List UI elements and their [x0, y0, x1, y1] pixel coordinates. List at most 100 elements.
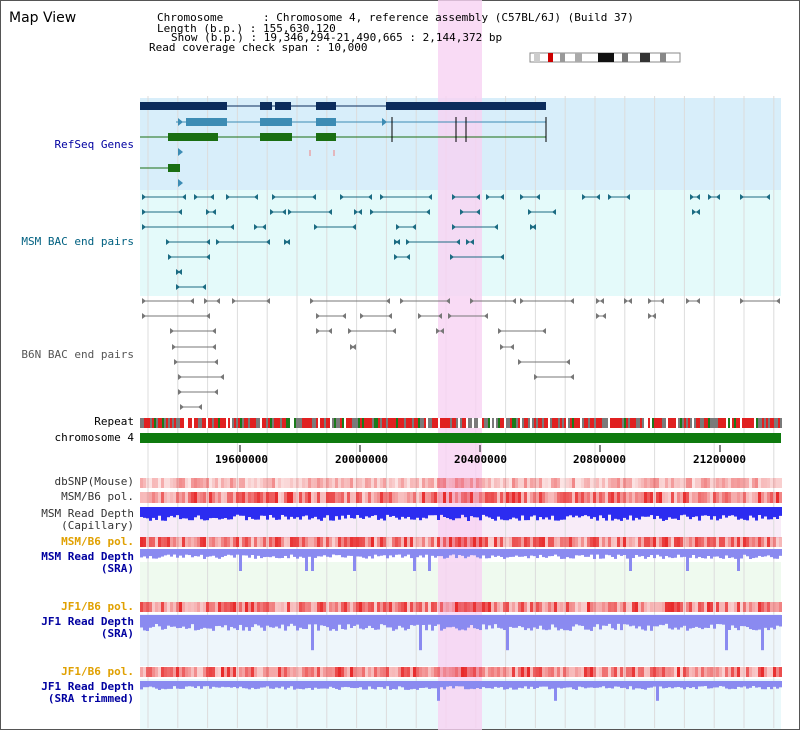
- polymorphism-density-cell: [209, 602, 212, 612]
- polymorphism-density-cell: [212, 667, 215, 677]
- repeat-segment: [232, 418, 234, 428]
- repeat-segment: [724, 418, 726, 428]
- polymorphism-density-cell: [578, 478, 581, 488]
- read-depth-bar: [671, 549, 674, 559]
- read-depth-bar: [659, 615, 662, 625]
- polymorphism-density-cell: [620, 478, 623, 488]
- read-depth-bar: [707, 549, 710, 556]
- polymorphism-density-cell: [509, 667, 512, 677]
- read-depth-bar: [185, 507, 188, 519]
- polymorphism-density-cell: [149, 537, 152, 547]
- read-depth-bar: [245, 615, 248, 628]
- polymorphism-density-cell: [515, 478, 518, 488]
- read-depth-bar: [380, 615, 383, 625]
- read-depth-bar: [284, 681, 287, 690]
- polymorphism-density-cell: [167, 667, 170, 677]
- polymorphism-density-cell: [404, 537, 407, 547]
- read-depth-bar: [455, 615, 458, 629]
- polymorphism-density-cell: [572, 667, 575, 677]
- read-depth-bar: [695, 681, 698, 690]
- polymorphism-density-cell: [218, 478, 221, 488]
- read-depth-bar: [311, 615, 314, 651]
- track-label-b6n-bac[interactable]: B6N BAC end pairs: [21, 348, 134, 361]
- read-depth-bar: [422, 615, 425, 626]
- read-depth-bar: [251, 681, 254, 688]
- read-depth-bar: [455, 507, 458, 519]
- read-depth-bar: [260, 507, 263, 516]
- polymorphism-density-cell: [224, 602, 227, 612]
- bac-end-mark: [214, 389, 218, 395]
- read-depth-bar: [299, 549, 302, 557]
- polymorphism-density-cell: [491, 537, 494, 547]
- repeat-segment: [662, 418, 664, 428]
- polymorphism-density-cell: [386, 537, 389, 547]
- read-depth-bar: [152, 549, 155, 559]
- read-depth-bar: [710, 681, 713, 689]
- polymorphism-density-cell: [362, 602, 365, 612]
- read-depth-bar: [149, 681, 152, 687]
- polymorphism-density-cell: [353, 667, 356, 677]
- read-depth-bar: [173, 681, 176, 687]
- polymorphism-density-cell: [488, 537, 491, 547]
- read-depth-bar: [317, 615, 320, 631]
- ideogram-band: [660, 53, 666, 62]
- repeat-segment: [778, 418, 780, 428]
- repeat-segment: [630, 418, 632, 428]
- polymorphism-density-cell: [239, 602, 242, 612]
- read-depth-bar: [674, 615, 677, 628]
- polymorphism-density-cell: [695, 602, 698, 612]
- read-depth-bar: [473, 681, 476, 690]
- strand-arrow: [178, 118, 183, 126]
- bac-end-mark: [652, 313, 656, 319]
- read-depth-bar: [602, 549, 605, 559]
- polymorphism-density-cell: [461, 667, 464, 677]
- read-depth-bar: [617, 507, 620, 520]
- read-depth-bar: [635, 615, 638, 629]
- read-depth-bar: [437, 615, 440, 625]
- polymorphism-density-cell: [236, 478, 239, 488]
- bac-end-mark: [660, 298, 664, 304]
- repeat-segment: [684, 418, 686, 428]
- polymorphism-density-cell: [428, 667, 431, 677]
- bac-end-mark: [190, 298, 194, 304]
- track-label-msm-bac[interactable]: MSM BAC end pairs: [21, 235, 134, 248]
- polymorphism-density-cell: [284, 492, 287, 503]
- polymorphism-density-cell: [314, 492, 317, 503]
- repeat-segment: [402, 418, 404, 428]
- polymorphism-density-cell: [227, 537, 230, 547]
- info-show: Show (b.p.) : 19,346,294-21,490,665 : 2,…: [171, 31, 503, 44]
- polymorphism-density-cell: [623, 667, 626, 677]
- polymorphism-density-cell: [578, 602, 581, 612]
- bac-end-mark: [354, 209, 358, 215]
- read-depth-bar: [614, 681, 617, 687]
- polymorphism-density-cell: [326, 602, 329, 612]
- read-depth-bar: [653, 615, 656, 627]
- polymorphism-density-cell: [149, 478, 152, 488]
- polymorphism-density-cell: [632, 478, 635, 488]
- read-depth-bar: [392, 507, 395, 516]
- polymorphism-density-cell: [149, 602, 152, 612]
- bac-end-mark: [486, 194, 490, 200]
- repeat-segment: [196, 418, 198, 428]
- polymorphism-density-cell: [398, 602, 401, 612]
- repeat-segment: [340, 418, 342, 428]
- polymorphism-density-cell: [605, 537, 608, 547]
- read-depth-bar: [275, 681, 278, 688]
- bac-end-mark: [230, 224, 234, 230]
- repeat-segment: [192, 418, 194, 428]
- repeat-segment: [772, 418, 774, 428]
- polymorphism-density-cell: [470, 667, 473, 677]
- read-depth-bar: [707, 681, 710, 689]
- polymorphism-density-cell: [263, 667, 266, 677]
- bac-end-mark: [342, 313, 346, 319]
- polymorphism-density-cell: [380, 478, 383, 488]
- polymorphism-density-cell: [209, 667, 212, 677]
- read-depth-bar: [293, 615, 296, 626]
- polymorphism-density-cell: [464, 602, 467, 612]
- bac-end-mark: [532, 224, 536, 230]
- read-depth-bar: [329, 615, 332, 631]
- read-depth-bar: [221, 507, 224, 519]
- track-label-refseq-genes[interactable]: RefSeq Genes: [54, 138, 134, 151]
- repeat-segment: [540, 418, 542, 428]
